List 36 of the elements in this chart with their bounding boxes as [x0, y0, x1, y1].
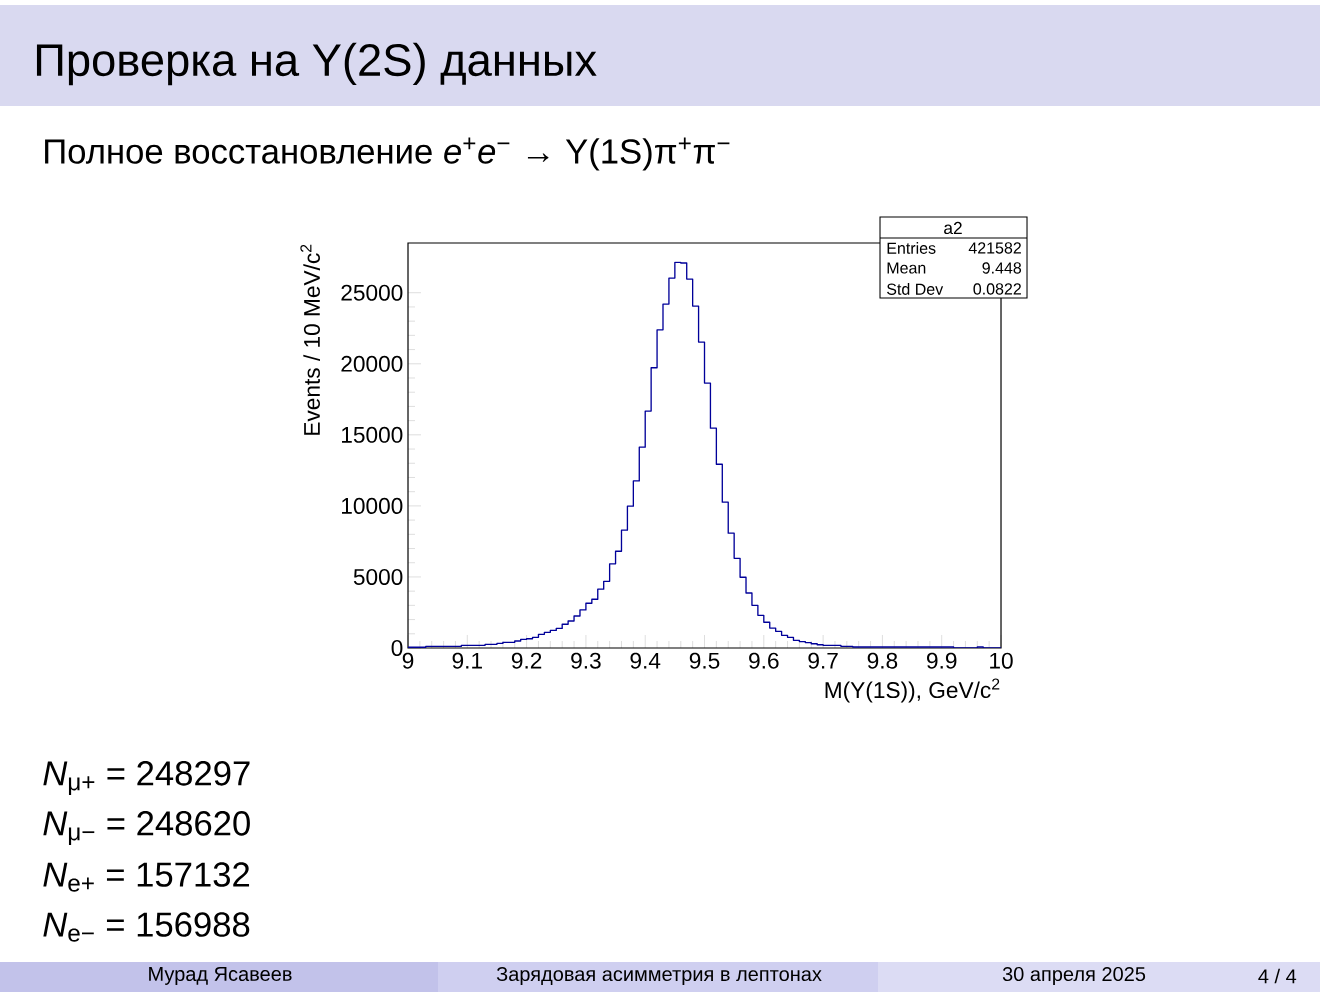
y-tick-label: 20000: [341, 355, 403, 372]
text: N$_{μ−}$ = 248620: [43, 811, 250, 845]
annotation: 421582: [968, 242, 1021, 254]
y-tick-label: 25000: [341, 284, 403, 301]
text: a2: [944, 221, 962, 235]
x-tick-label: 9.2: [511, 652, 542, 669]
chart-title: Проверка на Υ(2S) данных: [36, 42, 597, 86]
text: N$_{μ+}$ = 248297: [43, 761, 250, 795]
annotation: Std Dev: [887, 283, 944, 295]
x-tick-label: 9.4: [630, 652, 661, 669]
y-tick-label: 15000: [342, 426, 403, 443]
x-tick-label: 9.7: [808, 652, 838, 669]
annotation: 9.448: [982, 262, 1022, 274]
x-tick-label: 9.3: [571, 652, 601, 669]
text: N$_{e−}$ = 156988: [43, 912, 250, 942]
text: N$_{e+}$ = 157132: [43, 862, 250, 892]
y-tick-label: 0: [391, 639, 403, 657]
text: 4 / 4: [1258, 968, 1297, 984]
x-tick-label: 9.6: [749, 652, 779, 669]
x-tick-label: 9.9: [927, 652, 957, 669]
y-tick-label: 5000: [353, 568, 403, 585]
text: Полное восстановление e$^{+}$e$^{−}$ → Υ(1S)π$^{+}$π$^{−}$: [45, 137, 730, 171]
x-tick-label: 9.5: [689, 652, 720, 669]
x-tick-label: 9: [402, 652, 414, 669]
x-tick-label: 9.8: [867, 652, 898, 669]
annotation: Entries: [887, 242, 936, 254]
annotation: Mean: [887, 262, 926, 274]
x-axis-title: M(Υ(1S)), GeV/c$^{2}$: [825, 678, 1000, 703]
text: 30 апреля 2025: [1002, 966, 1146, 986]
x-tick-label: 9.1: [452, 652, 482, 669]
y-axis-title: Events / 10 MeV/c$^{2}$: [300, 244, 320, 435]
x-tick-label: 10: [990, 652, 1013, 669]
annotation: 0.0822: [973, 283, 1021, 295]
y-tick-label: 10000: [342, 497, 403, 514]
text: Мурад Ясавеев: [149, 967, 292, 985]
text: Зарядовая асимметрия в лептонах: [496, 966, 822, 986]
